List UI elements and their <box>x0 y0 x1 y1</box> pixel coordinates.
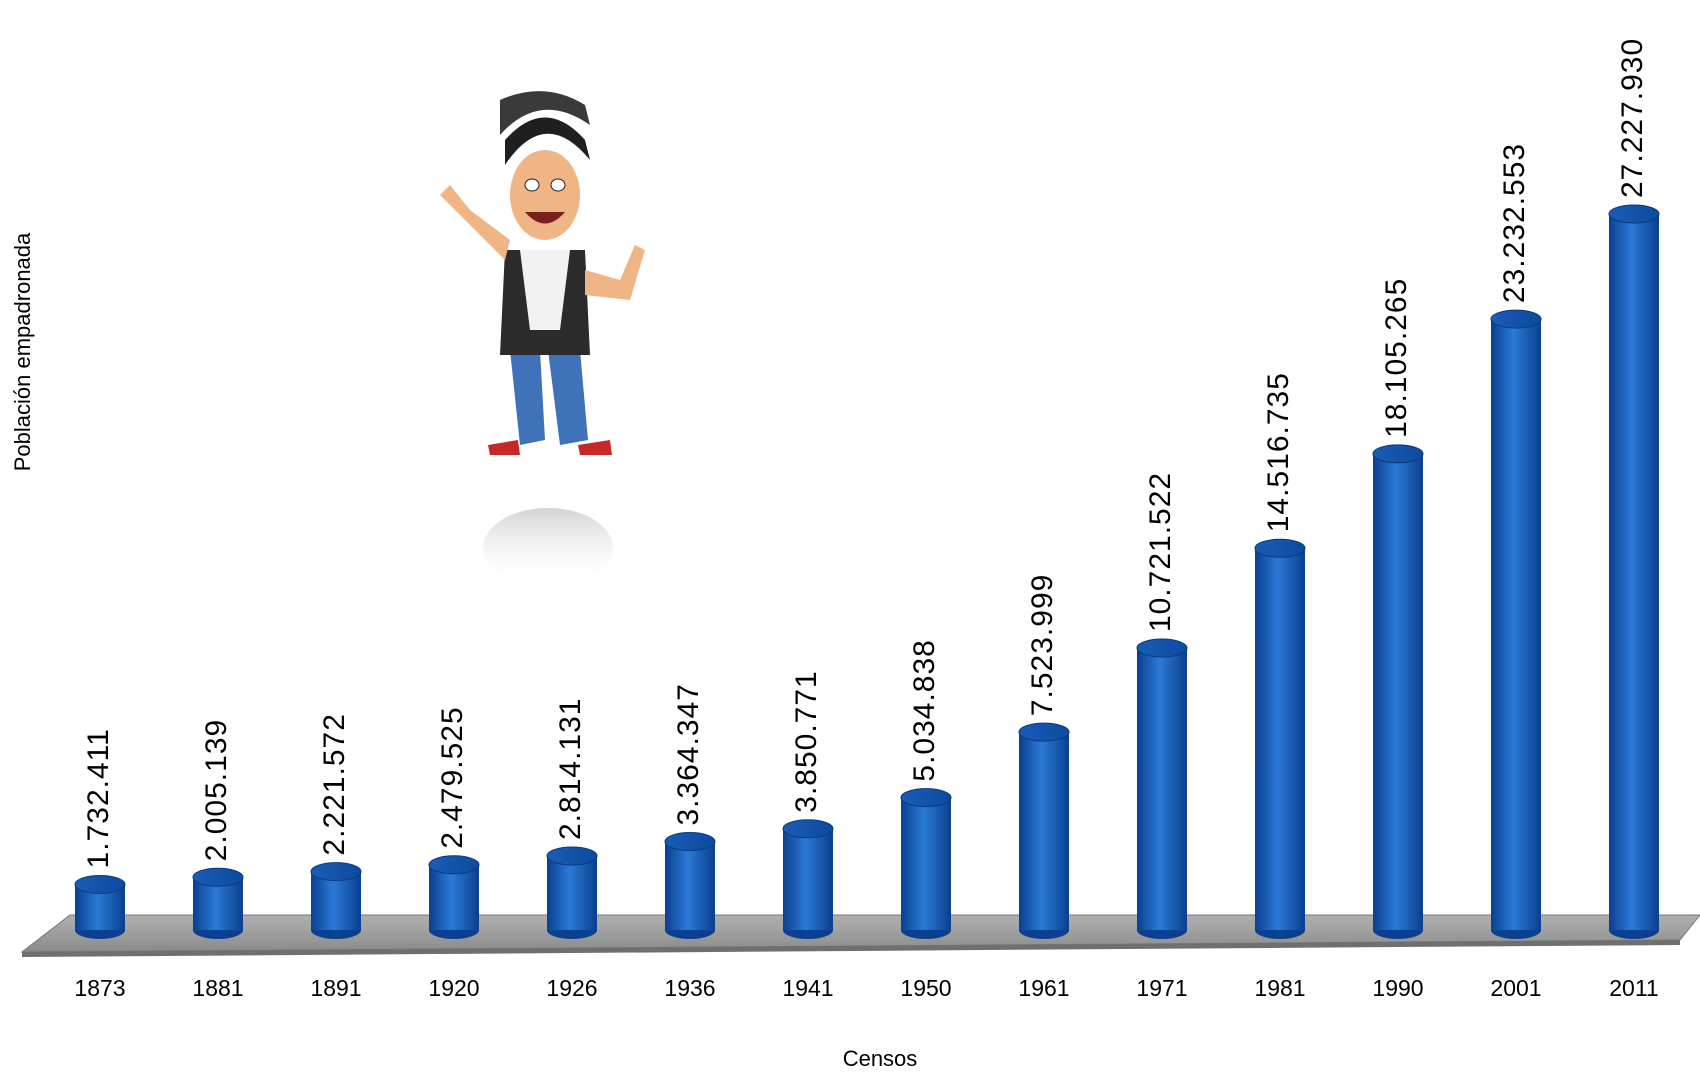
bar-body <box>1137 648 1187 930</box>
bar-cap <box>546 846 598 866</box>
bar <box>74 874 126 939</box>
mascot <box>440 91 645 588</box>
value-label: 3.850.771 <box>790 670 823 812</box>
bar-body <box>547 855 597 930</box>
bar <box>192 867 244 939</box>
bar-cap <box>74 874 126 894</box>
x-tick-label: 1926 <box>546 975 597 1001</box>
bar-cap <box>1254 538 1306 558</box>
bar-body <box>901 797 951 930</box>
bar-body <box>665 841 715 930</box>
value-label: 18.105.265 <box>1380 278 1413 438</box>
bar-cap <box>900 788 952 808</box>
bar-body <box>311 871 361 930</box>
value-label: 1.732.411 <box>82 728 115 868</box>
x-tick-label: 1981 <box>1254 975 1305 1001</box>
x-tick-label: 1961 <box>1018 975 1069 1001</box>
bar-cap <box>782 819 834 839</box>
bar-body <box>1019 732 1069 930</box>
bar <box>1018 722 1070 939</box>
bar <box>1372 444 1424 939</box>
value-label: 2.005.139 <box>200 719 233 861</box>
value-label: 14.516.735 <box>1262 372 1295 532</box>
value-label: 2.814.131 <box>554 698 587 840</box>
bar <box>1608 204 1660 939</box>
bar-body <box>1255 548 1305 930</box>
bar-body <box>1491 319 1541 930</box>
x-tick-label: 1950 <box>900 975 951 1001</box>
bar-cap <box>310 862 362 882</box>
bar-body <box>1609 214 1659 930</box>
bar <box>664 832 716 939</box>
bar-cap <box>1490 309 1542 329</box>
bar-cap <box>192 867 244 887</box>
bar <box>310 862 362 939</box>
x-tick-label: 2001 <box>1490 975 1541 1001</box>
x-tick-label: 1891 <box>310 975 361 1001</box>
bar-cap <box>428 855 480 875</box>
floor <box>20 914 1700 957</box>
bar <box>546 846 598 939</box>
value-label: 3.364.347 <box>672 683 705 825</box>
bar-cap <box>664 832 716 852</box>
value-label: 10.721.522 <box>1144 472 1177 632</box>
bar-body <box>429 864 479 930</box>
bar <box>900 788 952 939</box>
bar <box>1254 538 1306 939</box>
x-tick-label: 1881 <box>192 975 243 1001</box>
x-tick-label: 1941 <box>782 975 833 1001</box>
x-tick-label: 1936 <box>664 975 715 1001</box>
bar-cap <box>1608 204 1660 224</box>
value-label: 2.221.572 <box>318 713 351 855</box>
value-label: 27.227.930 <box>1616 38 1649 198</box>
x-axis-label: Censos <box>843 1046 918 1071</box>
bar <box>782 819 834 939</box>
bar <box>428 855 480 939</box>
bar-cap <box>1018 722 1070 742</box>
bar-cap <box>1136 638 1188 658</box>
bar <box>1490 309 1542 939</box>
bar-cap <box>1372 444 1424 464</box>
value-label: 2.479.525 <box>436 706 469 848</box>
value-label: 7.523.999 <box>1026 574 1059 716</box>
x-tick-label: 1971 <box>1136 975 1187 1001</box>
bar-body <box>783 828 833 930</box>
y-axis-label: Población empadronada <box>10 232 35 471</box>
bar-body <box>1373 453 1423 930</box>
x-tick-label: 1920 <box>428 975 479 1001</box>
value-label: 23.232.553 <box>1498 143 1531 303</box>
x-tick-label: 1990 <box>1372 975 1423 1001</box>
value-label: 5.034.838 <box>908 639 941 781</box>
bar <box>1136 638 1188 939</box>
x-tick-label: 2011 <box>1609 975 1658 1001</box>
x-tick-label: 1873 <box>74 975 125 1001</box>
